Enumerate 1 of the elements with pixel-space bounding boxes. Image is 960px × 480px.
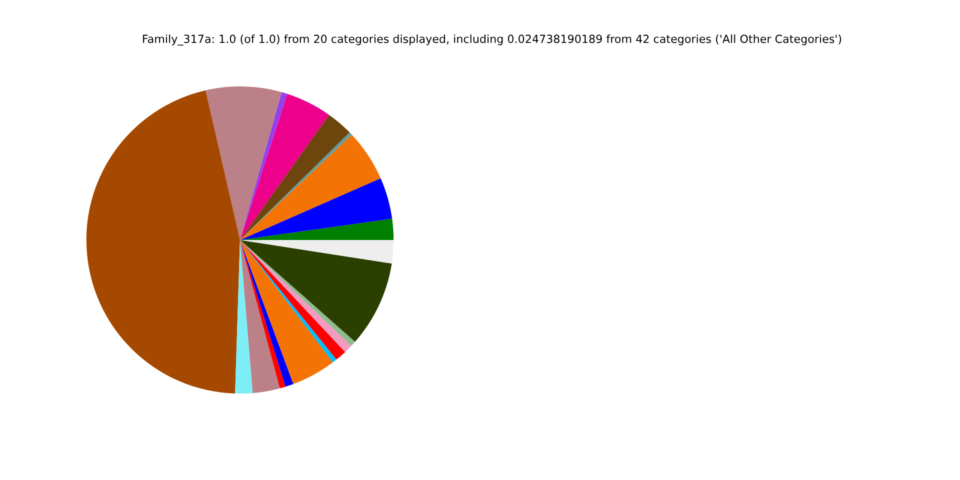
text: Family_317a: 1.0 (of 1.0) from 20 categories displayed, including 0.024738190189 from 42 categories ('All Other Categories'): [143, 34, 842, 46]
